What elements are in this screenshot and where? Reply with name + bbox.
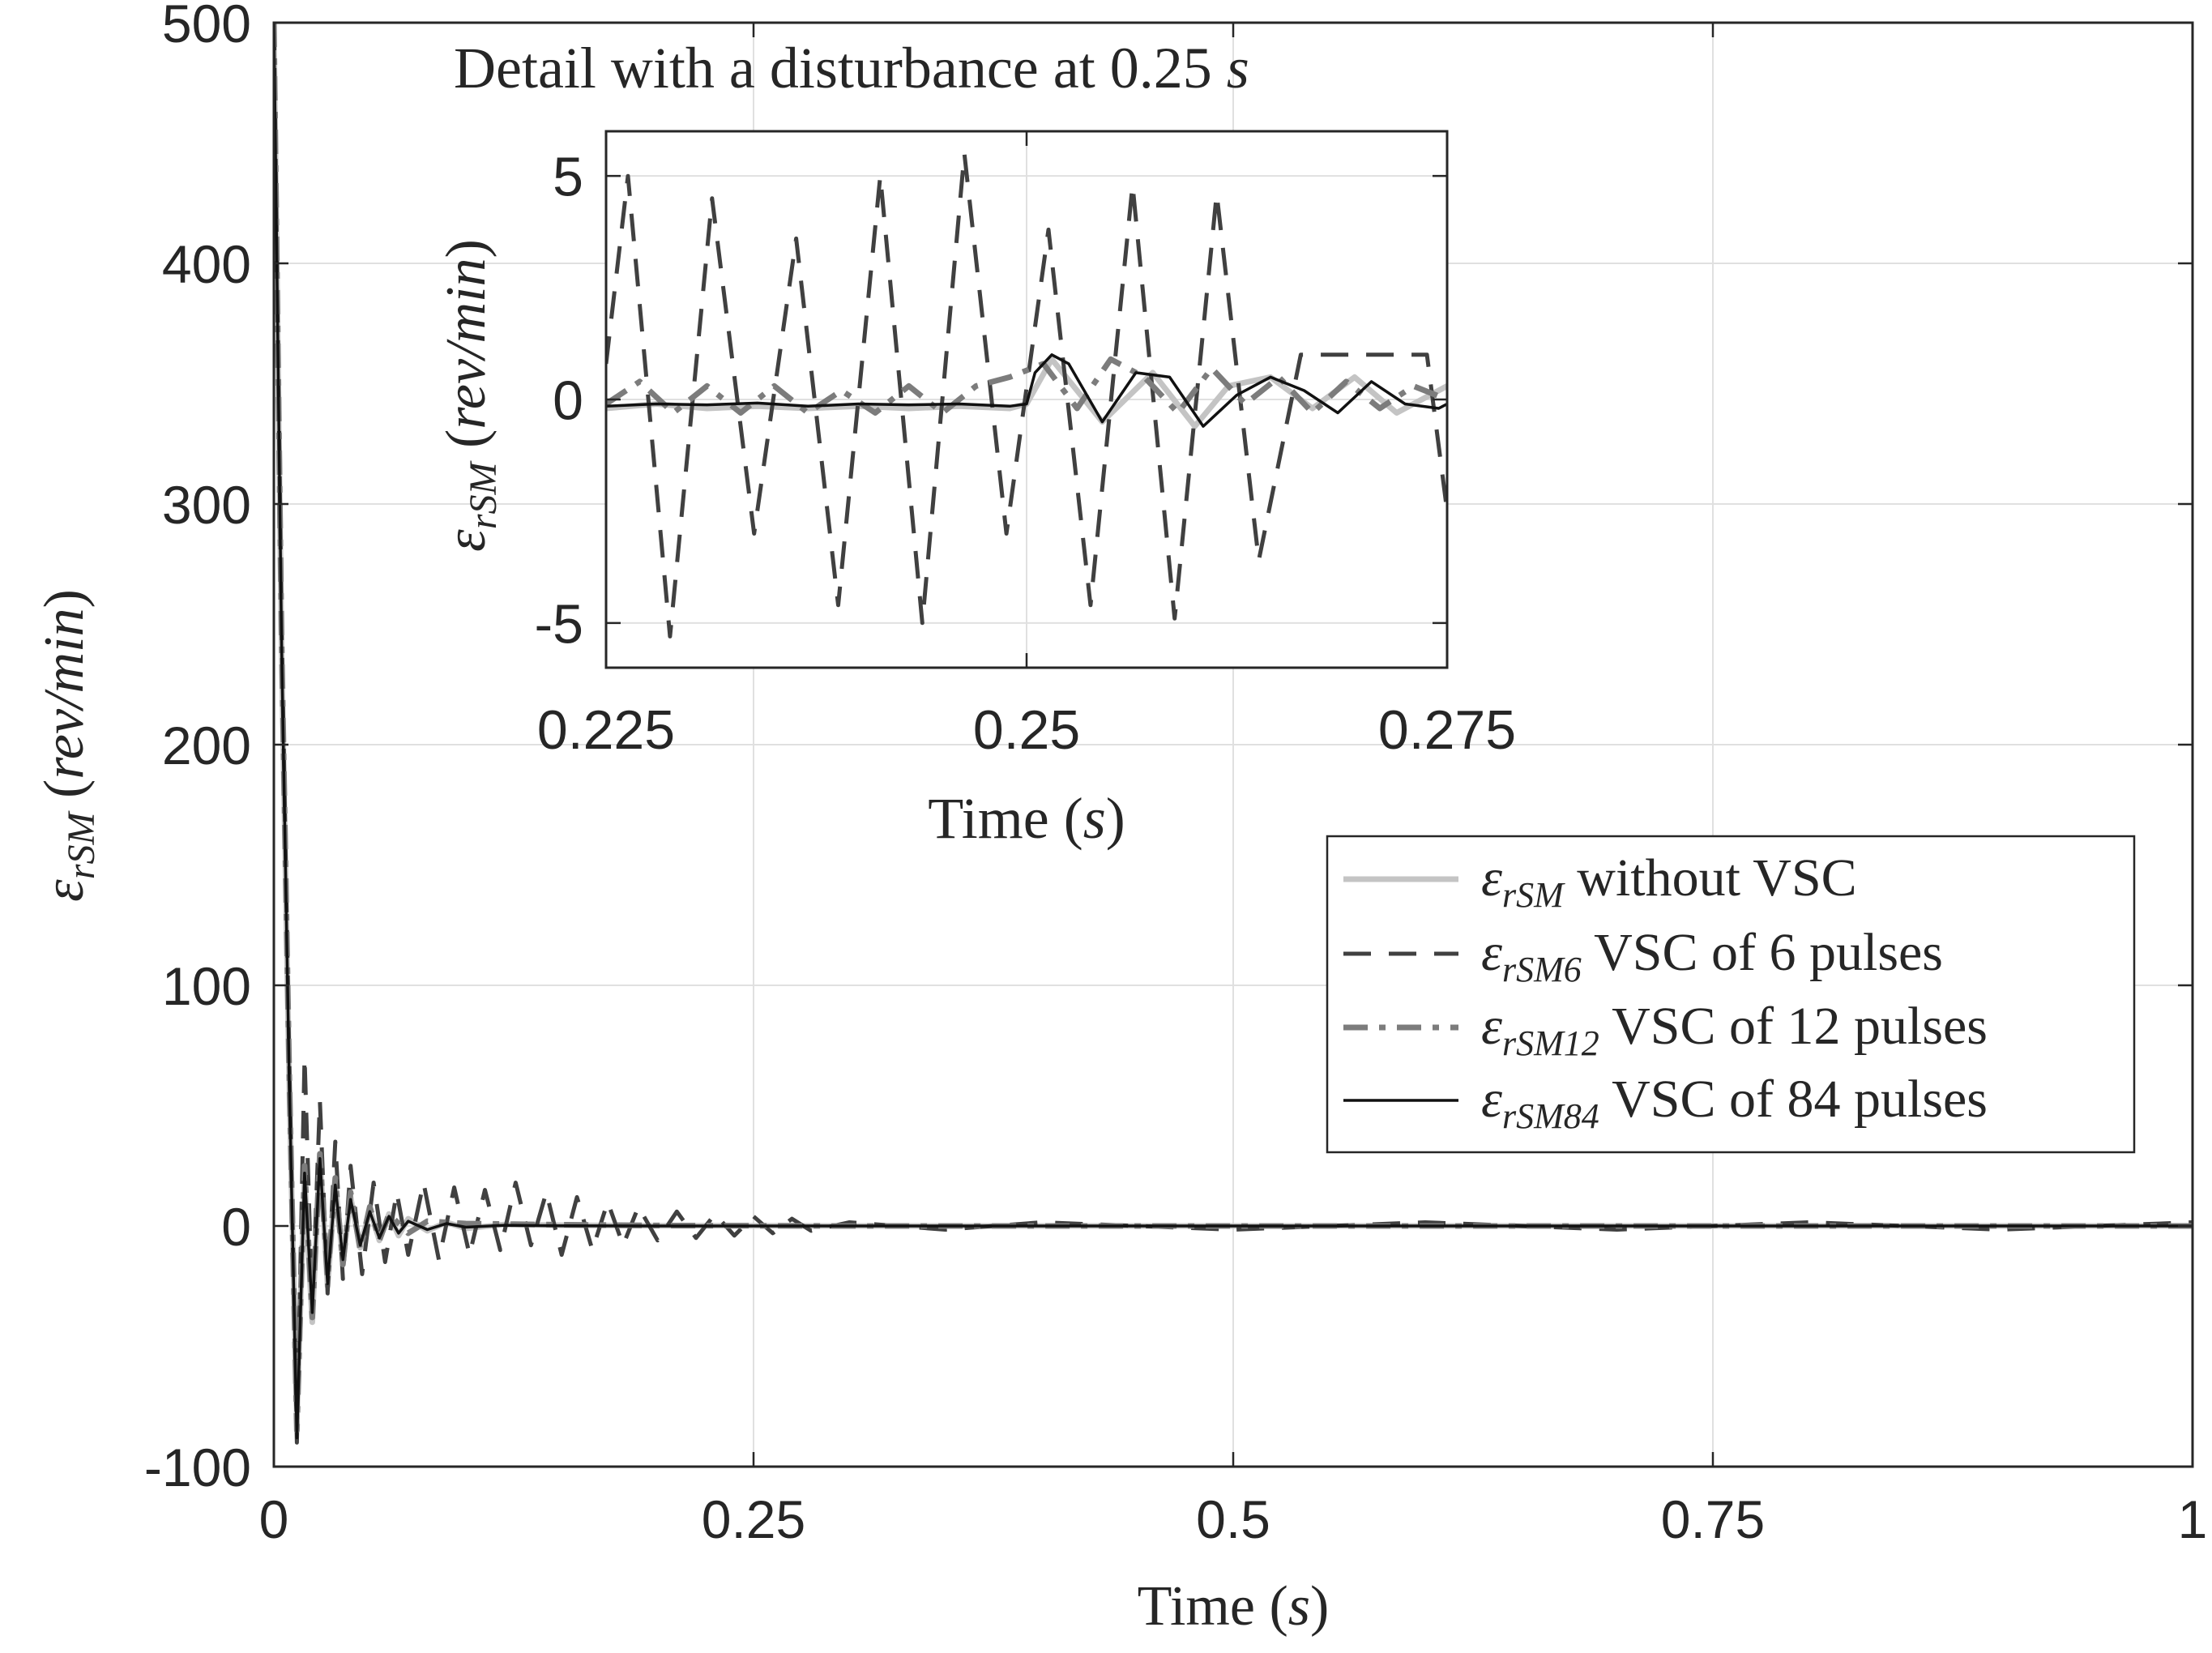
- inset-y-tick-label: -5: [535, 593, 583, 655]
- legend: εrSM without VSC εrSM6 VSC of 6 pulses ε…: [1326, 835, 2136, 1154]
- inset-axes: Detail with a disturbance at 0.25 s 0.22…: [435, 36, 1516, 851]
- inset-y-tick-label: 0: [553, 369, 583, 431]
- inset-x-ticks: 0.225 0.25 0.275: [537, 131, 1516, 761]
- main-series: [274, 23, 2193, 1445]
- inset-y-axis-label: εrSM (rev/min): [435, 239, 505, 552]
- legend-label-vsc-84: εrSM84 VSC of 84 pulses: [1481, 1070, 1988, 1136]
- main-y-ticks: -100 0 100 200 300 400 500: [144, 0, 2193, 1497]
- inset-y-tick-label: 5: [553, 147, 583, 208]
- inset-title: Detail with a disturbance at 0.25 s: [454, 36, 1249, 100]
- main-y-tick-label: -100: [144, 1437, 251, 1497]
- main-series-vsc-of-6-pulses: [274, 23, 2193, 1445]
- main-y-tick-label: 0: [221, 1197, 251, 1257]
- main-x-tick-label: 1: [2178, 1489, 2208, 1549]
- main-x-tick-label: 0.5: [1196, 1489, 1270, 1549]
- legend-entry-without-vsc: εrSM without VSC: [1343, 848, 1857, 915]
- main-y-tick-label: 100: [162, 956, 251, 1016]
- main-y-tick-label: 300: [162, 475, 251, 535]
- main-y-tick-label: 400: [162, 234, 251, 294]
- main-x-tick-label: 0.75: [1661, 1489, 1765, 1549]
- main-y-tick-label: 200: [162, 715, 251, 775]
- inset-x-tick-label: 0.275: [1378, 699, 1516, 761]
- legend-label-without-vsc: εrSM without VSC: [1481, 848, 1857, 915]
- inset-y-ticks: -5 0 5: [535, 147, 1447, 655]
- inset-x-tick-label: 0.25: [973, 699, 1080, 761]
- legend-box: [1326, 835, 2136, 1154]
- main-x-axis-label: Time (s): [1138, 1575, 1330, 1638]
- legend-label-vsc-12: εrSM12 VSC of 12 pulses: [1481, 997, 1988, 1063]
- legend-entry-vsc-12: εrSM12 VSC of 12 pulses: [1343, 997, 1988, 1063]
- inset-x-tick-label: 0.225: [537, 699, 675, 761]
- main-x-tick-label: 0.25: [702, 1489, 805, 1549]
- main-x-ticks: 0 0.25 0.5 0.75 1: [259, 23, 2208, 1549]
- main-y-axis-label: εrSM (rev/min): [33, 589, 103, 902]
- legend-entry-vsc-84: εrSM84 VSC of 84 pulses: [1343, 1070, 1988, 1136]
- inset-series: [606, 152, 1447, 639]
- main-series-vsc-of-84-pulses: [274, 23, 2193, 1440]
- legend-label-vsc-6: εrSM6 VSC of 6 pulses: [1481, 923, 1943, 989]
- inset-series-vsc-of-12-pulses: [606, 356, 1447, 416]
- inset-series-vsc-of-84-pulses: [606, 353, 1447, 428]
- inset-x-axis-label: Time (s): [928, 786, 1125, 851]
- main-y-tick-label: 500: [162, 0, 251, 53]
- main-x-tick-label: 0: [259, 1489, 289, 1549]
- inset-series-vsc-of-6-pulses: [606, 152, 1447, 639]
- legend-entry-vsc-6: εrSM6 VSC of 6 pulses: [1343, 923, 1943, 989]
